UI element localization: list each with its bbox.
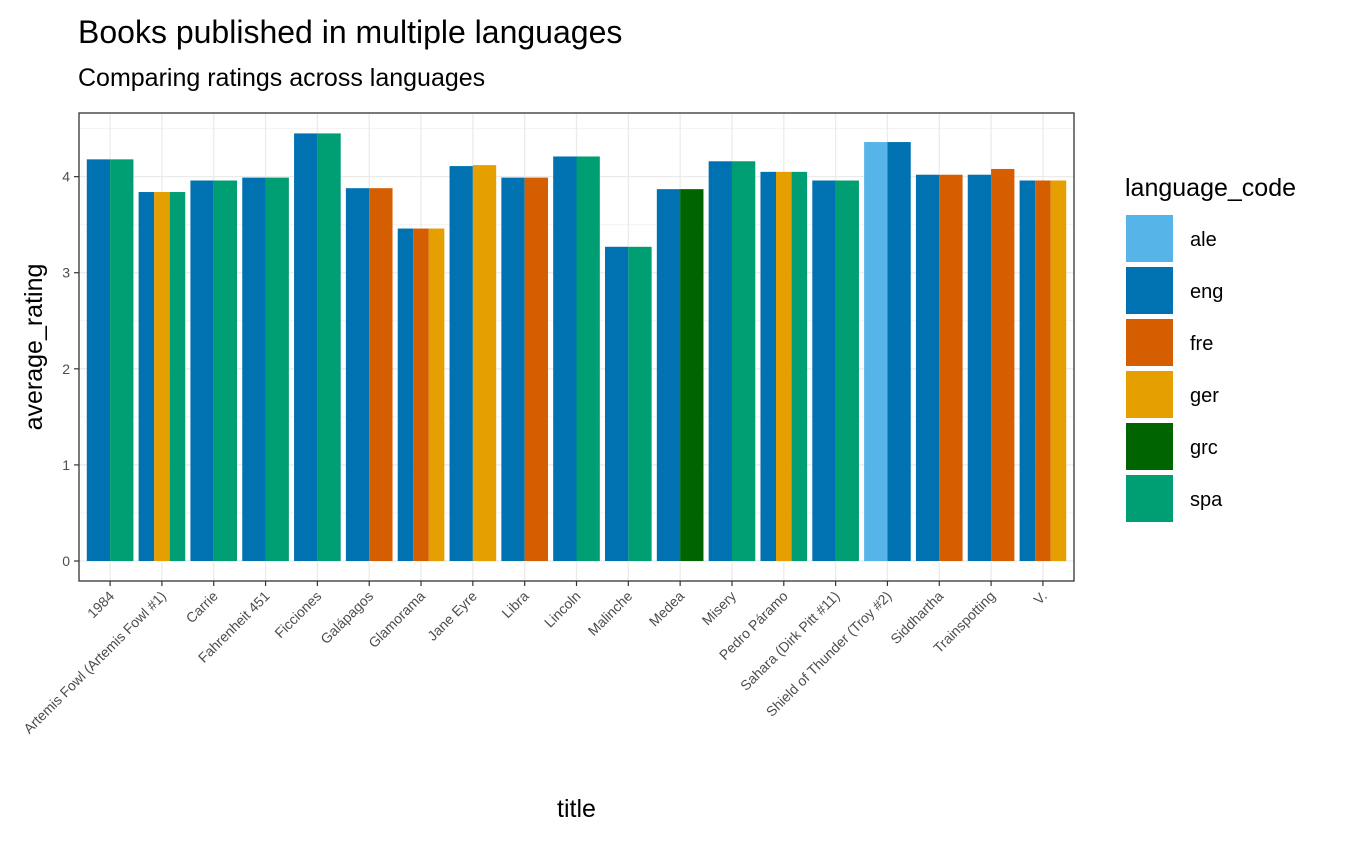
- bar-eng: [812, 180, 836, 561]
- legend-key-ale: [1126, 215, 1173, 262]
- legend-label-eng: eng: [1190, 281, 1223, 303]
- x-tick-label: Lincoln: [541, 588, 584, 631]
- y-tick-label: 4: [62, 169, 70, 185]
- bar-eng: [1019, 180, 1036, 561]
- bar-ale: [864, 142, 888, 562]
- x-axis-title: title: [557, 795, 596, 823]
- bar-ger: [472, 165, 497, 561]
- bar-eng: [345, 188, 370, 561]
- y-tick-label: 2: [62, 361, 70, 377]
- bar-ger: [1050, 180, 1067, 561]
- bar-eng: [915, 174, 940, 561]
- bar-eng: [887, 142, 911, 562]
- bar-spa: [110, 159, 134, 562]
- bar-eng: [397, 228, 414, 561]
- bar-spa: [576, 156, 600, 561]
- bar-spa: [317, 133, 341, 562]
- legend-key-spa: [1126, 475, 1173, 522]
- bar-eng: [86, 159, 111, 562]
- bar-eng: [501, 177, 525, 561]
- bar-fre: [524, 177, 548, 561]
- x-tick-label: Carrie: [183, 588, 221, 626]
- bar-spa: [731, 161, 756, 561]
- legend-label-grc: grc: [1190, 437, 1218, 459]
- y-tick-label: 3: [62, 265, 70, 281]
- bar-ger: [428, 228, 445, 561]
- bar-ger: [154, 192, 170, 561]
- x-tick-label: Sahara (Dirk Pitt #11): [737, 588, 843, 694]
- legend-label-fre: fre: [1190, 333, 1213, 355]
- legend: language_code ale eng fre ger grc spa: [1125, 174, 1296, 522]
- bar-spa: [628, 246, 652, 561]
- y-axis: 0 1 2 3 4: [62, 169, 79, 569]
- legend-key-eng: [1126, 267, 1173, 314]
- x-tick-label: V.: [1030, 588, 1050, 608]
- bar-eng: [553, 156, 577, 561]
- x-tick-label: Medea: [646, 588, 688, 630]
- bar-fre: [991, 168, 1015, 561]
- y-tick-label: 0: [62, 553, 70, 569]
- legend-key-grc: [1126, 423, 1173, 470]
- bar-eng: [294, 133, 318, 562]
- x-tick-label: Glamorama: [365, 588, 428, 651]
- bar-eng: [708, 161, 732, 561]
- x-tick-label: Malinche: [585, 588, 636, 639]
- bar-eng: [656, 189, 681, 561]
- x-tick-label: Jane Eyre: [424, 588, 480, 644]
- bar-fre: [369, 188, 393, 561]
- bar-grc: [680, 189, 704, 561]
- x-tick-label: Misery: [699, 588, 739, 628]
- bar-spa: [791, 171, 808, 561]
- bar-eng: [760, 171, 777, 561]
- legend-title: language_code: [1125, 174, 1296, 202]
- bar-eng: [190, 180, 214, 561]
- bar-eng: [967, 174, 992, 561]
- bar-fre: [413, 228, 429, 561]
- bars-layer: [86, 133, 1067, 562]
- x-tick-label: Ficciones: [271, 588, 324, 641]
- chart-subtitle: Comparing ratings across languages: [78, 64, 486, 92]
- x-tick-label: 1984: [84, 588, 117, 621]
- bar-spa: [265, 177, 289, 561]
- bar-spa: [213, 180, 238, 561]
- bar-eng: [242, 177, 266, 561]
- bar-spa: [169, 192, 186, 561]
- bar-eng: [449, 166, 473, 561]
- y-axis-title: average_rating: [20, 264, 48, 431]
- legend-label-ale: ale: [1190, 229, 1217, 251]
- bar-fre: [939, 174, 963, 561]
- y-tick-label: 1: [62, 457, 70, 473]
- legend-key-ger: [1126, 371, 1173, 418]
- legend-label-spa: spa: [1190, 489, 1223, 511]
- bar-spa: [835, 180, 859, 561]
- bar-eng: [605, 246, 629, 561]
- chart-title: Books published in multiple languages: [78, 14, 623, 50]
- legend-label-ger: ger: [1190, 385, 1219, 407]
- x-tick-label: Libra: [498, 588, 531, 621]
- bar-fre: [1035, 180, 1051, 561]
- bar-eng: [138, 192, 155, 561]
- bar-ger: [776, 171, 792, 561]
- legend-key-fre: [1126, 319, 1173, 366]
